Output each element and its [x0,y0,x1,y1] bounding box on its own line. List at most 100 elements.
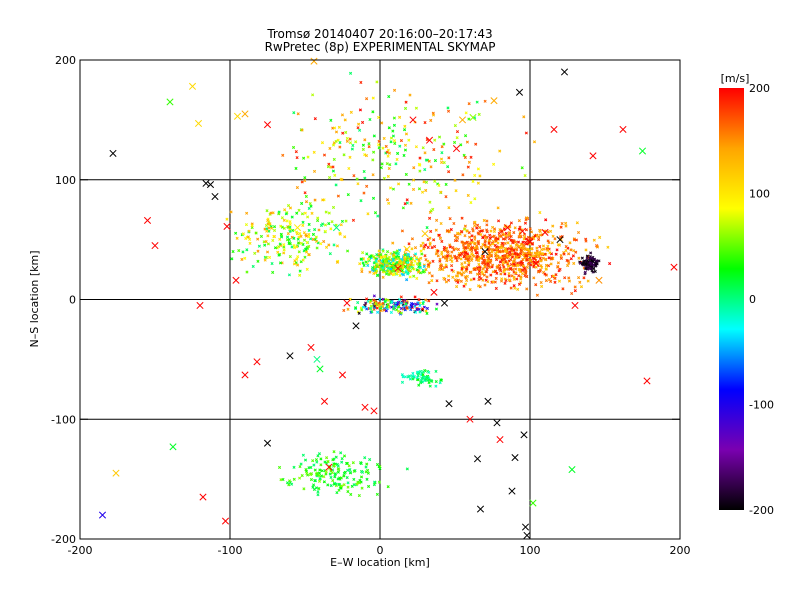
scatter-point [264,256,268,260]
axis-ticks: -200 -100 0 100 200 -200 -100 0 100 200 [51,54,690,557]
scatter-point [494,286,498,291]
scatter-point [419,244,423,248]
scatter-point [363,138,367,142]
scatter-point [365,307,369,311]
scatter-point [516,240,521,244]
scatter-point [382,308,386,312]
scatter-point [465,278,469,282]
scatter-point [375,264,379,269]
scatter-point [303,211,307,215]
scatter-point [464,134,468,138]
scatter-point [413,304,417,308]
scatter-point [470,256,474,261]
scatter-point [245,270,249,274]
scatter-point [528,259,532,263]
scatter-point [463,227,467,231]
scatter-point [559,256,563,260]
scatter-point [559,225,563,229]
scatter-point [526,247,530,251]
scatter-point [507,233,511,237]
scatter-point [432,238,436,242]
scatter-point [259,234,263,238]
scatter-point [267,226,271,230]
scatter-point [300,128,304,132]
scatter-point [340,460,344,464]
scatter-point [250,223,254,228]
scatter-point [404,172,408,176]
scatter-point [324,210,328,214]
scatter-point [346,193,350,197]
scatter-point [292,262,296,266]
scatter-point [387,126,391,130]
scatter-point [360,486,364,490]
scatter-cross [151,242,159,250]
scatter-point [508,250,512,254]
scatter-point [466,255,470,259]
scatter-point [352,469,356,473]
scatter-point [392,307,396,311]
scatter-point [295,232,299,236]
scatter-point [575,221,579,225]
scatter-point [485,219,489,223]
scatter-cross [568,465,576,474]
scatter-point [501,237,505,241]
scatter-point [298,269,302,273]
scatter-point [579,285,584,289]
scatter-point [337,125,341,129]
scatter-point [500,277,504,281]
scatter-point [365,184,369,188]
scatter-point [267,255,272,259]
scatter-point [566,264,570,268]
scatter-point [403,124,407,128]
scatter-cross [440,299,449,307]
scatter-point [511,264,515,268]
scatter-point [490,250,494,254]
scatter-point [520,268,525,273]
scatter-point [458,253,463,257]
scatter-point [598,235,602,240]
scatter-cross [352,322,360,330]
scatter-point [589,251,593,255]
scatter-point [460,267,464,271]
scatter-point [385,198,390,202]
scatter-cross [466,415,474,423]
scatter-point [358,108,362,112]
scatter-point [340,219,344,223]
scatter-point [326,483,330,487]
scatter-point [378,297,382,301]
scatter-point [451,245,455,250]
scatter-point [469,201,473,205]
scatter-point [462,265,466,270]
scatter-point [342,471,346,475]
scatter-point [470,234,474,238]
scatter-point [420,190,425,194]
scatter-point [386,302,390,306]
scatter-point [502,270,506,274]
scatter-point [521,257,525,262]
scatter-point [453,278,457,282]
scatter-point [395,254,400,258]
scatter-point [406,255,410,260]
scatter-point [266,242,270,246]
scatter-point [454,235,458,240]
scatter-point [483,264,487,268]
scatter-point [403,202,407,206]
scatter-point [328,252,332,256]
scatter-point [503,272,507,276]
scatter-point [512,248,516,252]
scatter-point [340,113,344,117]
scatter-point [524,228,528,232]
scatter-point [539,264,543,268]
scatter-point [355,482,359,486]
scatter-point [263,258,267,262]
scatter-point [377,249,381,253]
scatter-point [488,233,492,237]
scatter-point [319,242,323,246]
scatter-point [337,468,341,472]
scatter-point [442,265,446,270]
scatter-points [98,57,678,539]
scatter-point [358,262,362,266]
scatter-point [406,263,410,267]
scatter-point [316,216,320,220]
scatter-point [345,476,349,480]
